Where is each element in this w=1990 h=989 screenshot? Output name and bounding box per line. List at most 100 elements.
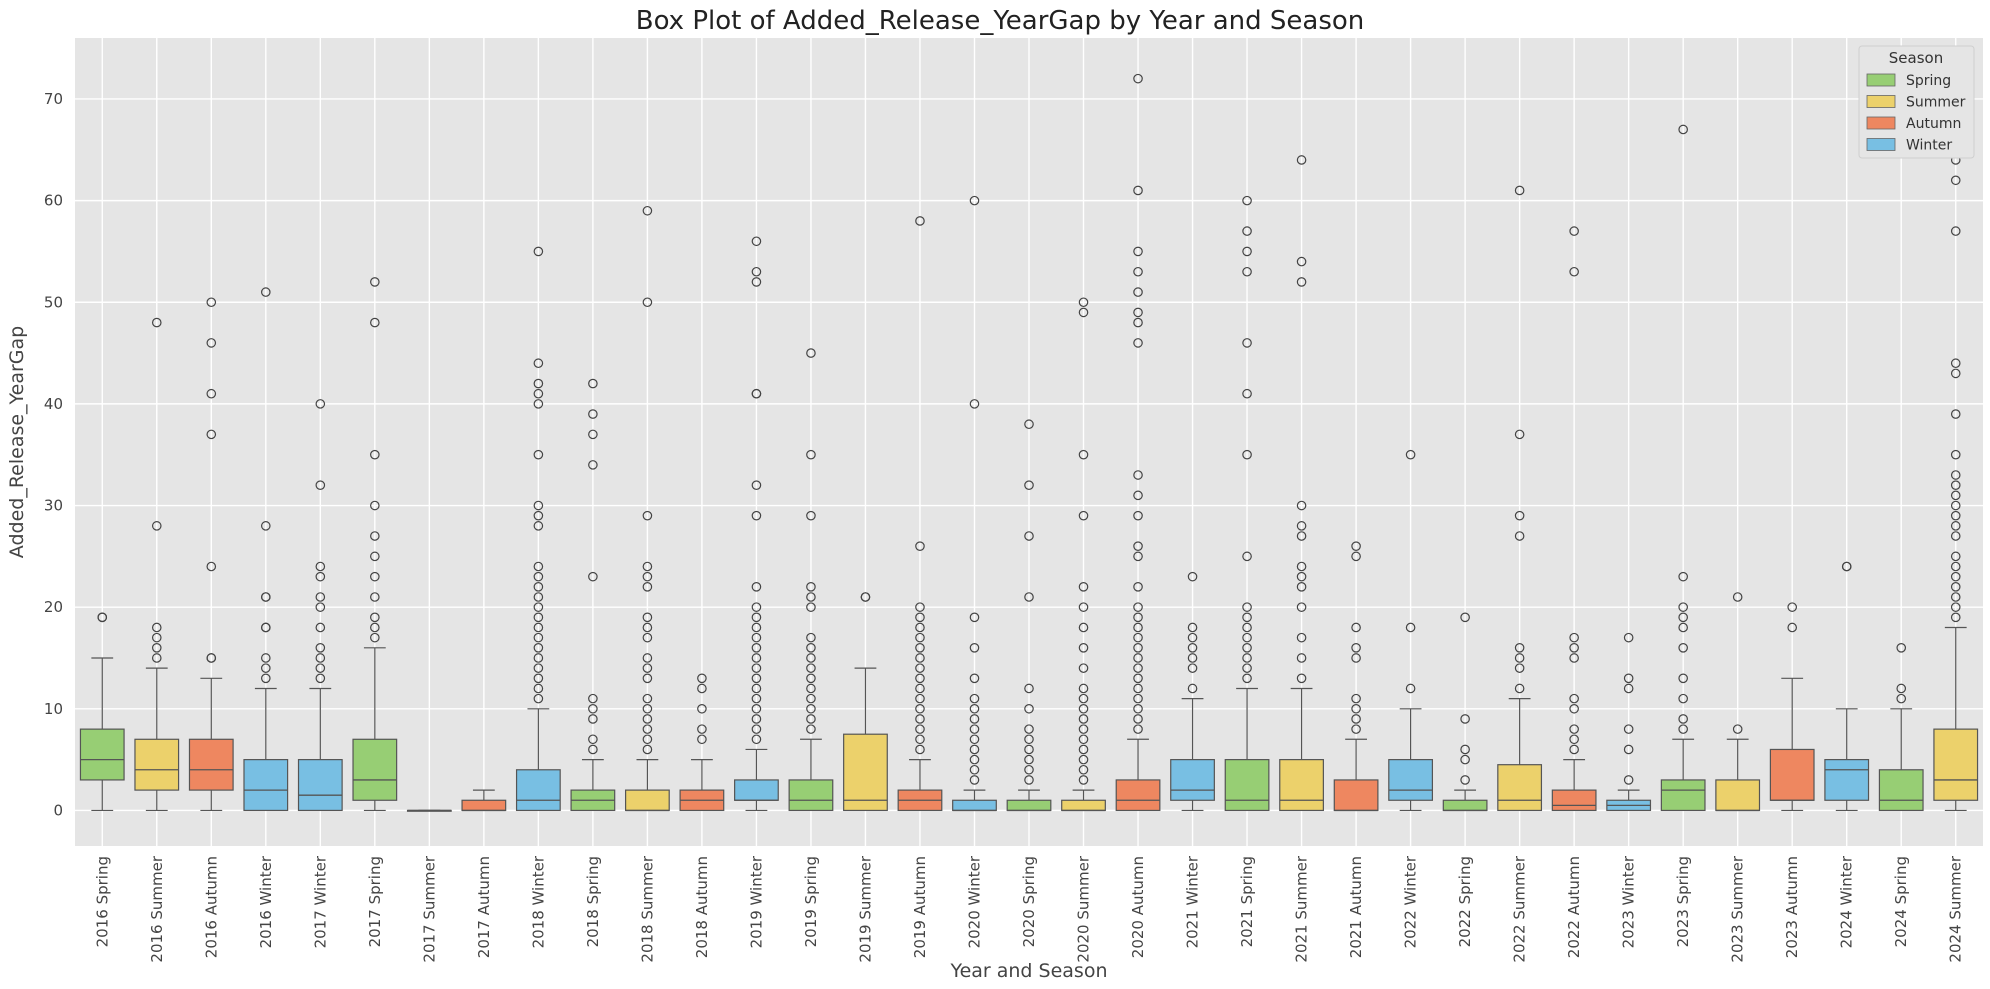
outlier-point [1623,775,1634,785]
outlier-point [1732,592,1743,602]
outlier-point [915,744,925,755]
outlier-point [806,449,816,460]
outlier-point [1078,754,1089,765]
x-axis-label: Year and Season [949,960,1107,982]
outlier-point [751,388,762,399]
iqr-box [1279,759,1324,812]
box-3 [243,287,289,812]
outlier-point [260,592,271,602]
outlier-point [915,734,925,745]
outlier-point [1133,317,1143,328]
outlier-point [1078,744,1089,755]
outlier-point [588,571,598,582]
outlier-point [806,673,816,684]
boxes-layer [79,73,1979,812]
outlier-point [642,612,653,623]
outlier-point [1569,724,1579,734]
box-7 [461,789,507,812]
y-tick-label-0: 0 [53,801,63,819]
iqr-box [1769,748,1815,801]
outlier-point [151,521,162,531]
outlier-point [1078,775,1089,785]
outlier-point [260,663,271,673]
outlier-point [533,683,544,694]
outlier-point [1078,764,1089,775]
outlier-point [642,632,653,643]
outlier-point [315,663,326,673]
x-tick-label-5: 2017 Spring [366,856,384,947]
outlier-point [1133,673,1143,684]
y-tick-label-3: 30 [44,497,63,515]
outlier-point [1678,673,1688,684]
outlier-point [751,673,762,684]
iqr-box [1660,779,1706,812]
outlier-point [1623,724,1634,734]
box-9 [570,378,616,812]
outlier-point [315,622,326,633]
outlier-point [1078,734,1089,745]
outlier-point [1133,246,1143,257]
outlier-point [1351,703,1361,714]
outlier-point [915,612,925,623]
iqr-box [788,779,834,812]
outlier-point [1078,683,1089,694]
x-tick-label-20: 2021 Winter [1184,855,1202,948]
box-10 [624,205,670,812]
outlier-point [642,734,653,745]
outlier-point [315,571,326,582]
outlier-point [1242,653,1252,663]
outlier-point [915,643,925,653]
outlier-point [1405,449,1416,460]
outlier-point [642,510,653,521]
outlier-point [1078,307,1089,318]
outlier-point [915,724,925,734]
box-8 [515,246,561,812]
outlier-point [151,653,162,663]
outlier-point [806,602,816,612]
y-tick-label-6: 60 [44,192,63,210]
outlier-point [1351,643,1361,653]
box-17 [1006,419,1052,812]
x-tick-label-3: 2016 Winter [257,855,275,948]
outlier-point [642,571,653,582]
outlier-point [1678,622,1688,633]
outlier-point [1133,683,1143,694]
outlier-point [533,449,544,460]
outlier-point [533,612,544,623]
chart-title: Box Plot of Added_Release_YearGap by Yea… [636,6,1365,36]
iqr-box [1824,759,1870,801]
outlier-point [1623,632,1634,643]
outlier-point [1296,561,1307,572]
iqr-box [843,733,888,812]
outlier-point [915,216,925,226]
outlier-point [915,683,925,694]
outlier-point [806,653,816,663]
outlier-point [533,663,544,673]
outlier-point [1078,703,1089,714]
iqr-box [1224,759,1270,812]
outlier-point [533,561,544,572]
x-tick-label-7: 2017 Autumn [475,856,493,958]
outlier-point [1569,266,1579,277]
outlier-point [206,297,217,308]
outlier-point [370,622,380,633]
outlier-point [642,724,653,734]
outlier-point [315,561,326,572]
outlier-point [969,714,980,724]
outlier-point [588,460,598,470]
box-19 [1115,73,1161,812]
outlier-point [642,205,653,216]
outlier-point [915,673,925,684]
outlier-point [969,703,980,714]
outlier-point [206,429,217,440]
outlier-point [1296,632,1307,643]
outlier-point [1296,256,1307,267]
x-tick-label-21: 2021 Spring [1238,856,1256,947]
outlier-point [1024,419,1034,430]
outlier-point [1296,531,1307,541]
iqr-box [461,799,507,812]
box-27 [1551,226,1597,812]
outlier-point [806,724,816,734]
iqr-box [734,779,779,801]
outlier-point [533,632,544,643]
